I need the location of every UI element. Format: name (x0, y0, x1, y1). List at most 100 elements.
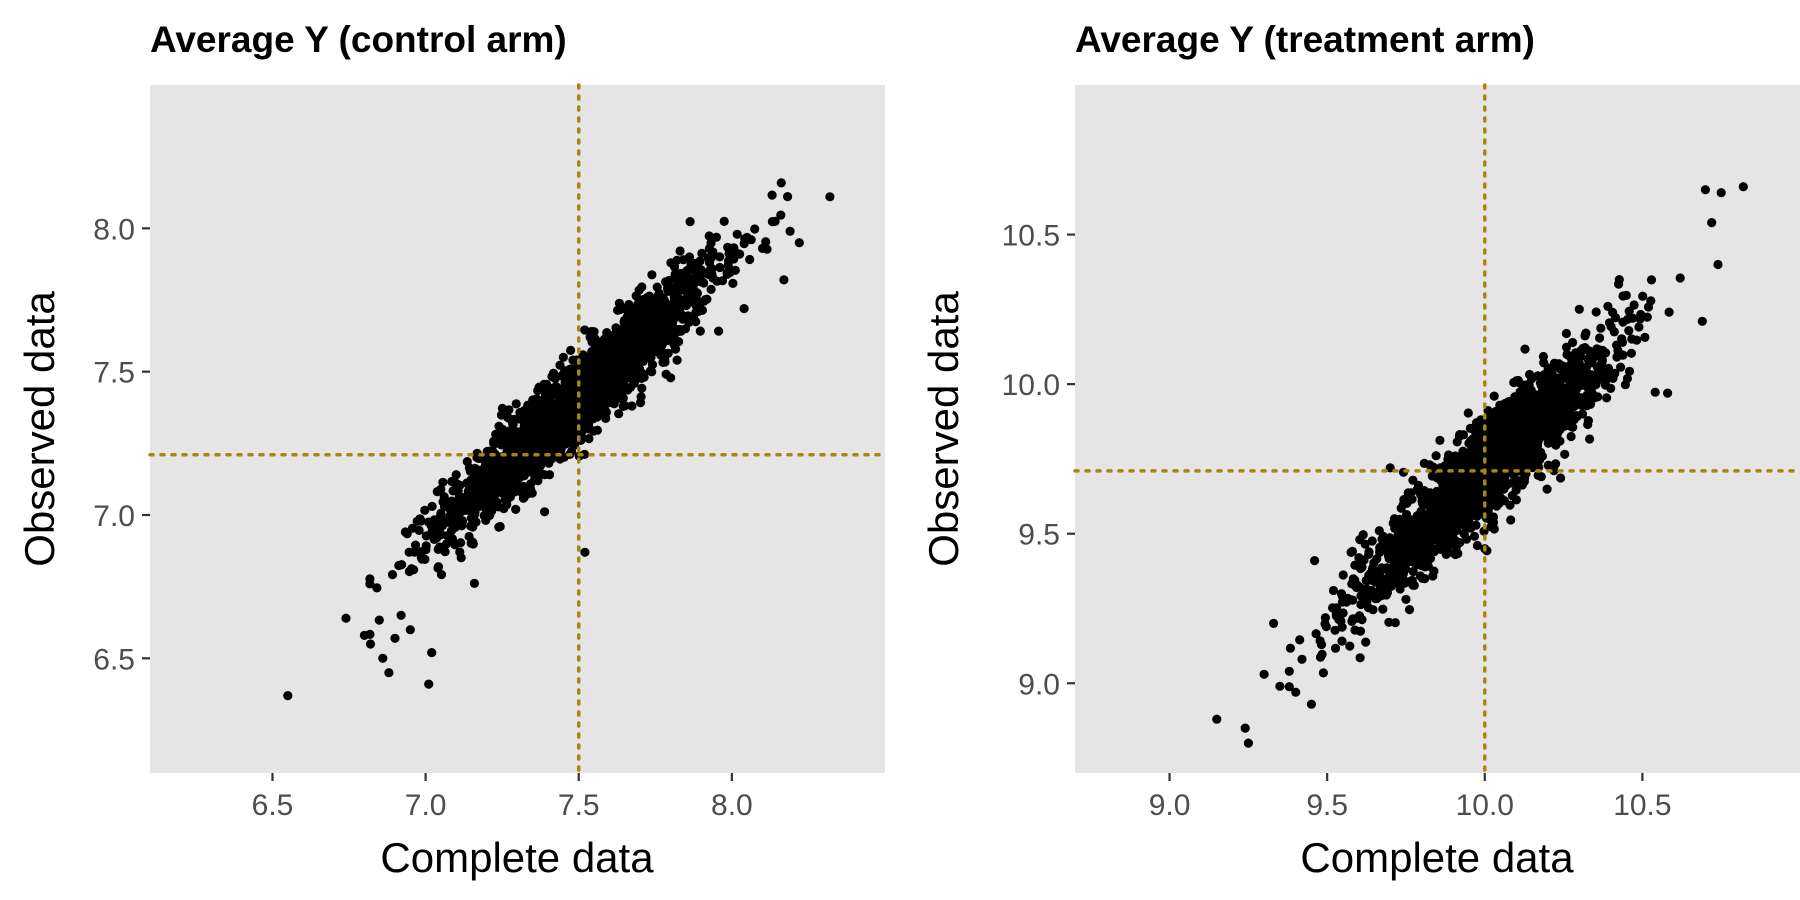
treatment-data-point (1629, 300, 1639, 310)
treatment-data-point (1455, 430, 1465, 440)
treatment-data-point (1400, 525, 1410, 536)
treatment-data-point (1606, 383, 1616, 393)
treatment-data-point (1311, 629, 1321, 639)
treatment-data-point (1614, 275, 1624, 285)
control-data-point (627, 346, 637, 356)
treatment-data-point (1597, 357, 1607, 367)
treatment-data-point (1603, 363, 1614, 373)
treatment-data-point (1566, 421, 1576, 431)
control-data-point (592, 347, 602, 357)
treatment-data-point (1638, 291, 1648, 301)
treatment-data-point (1551, 402, 1561, 412)
treatment-data-point (1369, 558, 1379, 568)
control-data-point (409, 547, 419, 557)
treatment-data-point (1337, 622, 1347, 632)
treatment-data-point (1291, 687, 1301, 697)
treatment-data-point (1611, 313, 1621, 323)
treatment-axes: 9.0 9.5 10.0 10.5 9.0 9.5 10.0 10.5 (1002, 220, 1672, 822)
treatment-data-point (1675, 273, 1685, 283)
treatment-data-point (1541, 398, 1551, 409)
treatment-data-point (1578, 394, 1588, 404)
control-data-point (424, 679, 434, 689)
control-data-point (548, 368, 559, 378)
treatment-data-point (1370, 594, 1381, 604)
control-data-point (544, 399, 554, 409)
control-data-point (486, 490, 496, 500)
treatment-data-point (1409, 557, 1419, 568)
treatment-data-point (1359, 593, 1369, 603)
treatment-data-point (1664, 307, 1674, 317)
control-data-point (670, 328, 681, 338)
treatment-data-point (1345, 641, 1355, 651)
control-data-point (451, 470, 461, 480)
control-data-point (499, 428, 509, 438)
control-data-point (553, 432, 563, 443)
control-data-point (587, 326, 597, 337)
treatment-data-point (1663, 388, 1673, 398)
treatment-data-point (1489, 391, 1499, 401)
treatment-data-point (1627, 334, 1637, 344)
control-data-point (374, 615, 384, 625)
treatment-data-point (1575, 352, 1585, 362)
control-data-point (487, 506, 497, 516)
control-data-point (614, 330, 625, 340)
control-data-point (634, 299, 645, 309)
control-data-point (580, 325, 590, 335)
treatment-data-point (1318, 668, 1328, 678)
treatment-data-point (1443, 454, 1453, 464)
control-data-point (466, 538, 476, 548)
control-data-point (685, 217, 695, 227)
treatment-data-point (1538, 371, 1548, 381)
treatment-data-point (1315, 636, 1325, 646)
control-data-point (557, 371, 567, 381)
control-data-point (637, 383, 647, 393)
treatment-data-point (1566, 402, 1576, 412)
treatment-data-point (1275, 681, 1285, 691)
treatment-data-point (1448, 514, 1458, 524)
treatment-data-point (1566, 413, 1576, 423)
treatment-data-point (1617, 334, 1627, 344)
treatment-data-point (1540, 418, 1550, 428)
treatment-data-point (1544, 409, 1554, 419)
treatment-data-point (1523, 390, 1534, 400)
control-data-point (719, 216, 729, 226)
treatment-data-point (1556, 473, 1566, 483)
treatment-data-point (1347, 616, 1357, 627)
control-data-point (595, 372, 606, 382)
control-data-point (511, 504, 521, 514)
treatment-data-point (1581, 328, 1591, 338)
control-data-point (656, 327, 666, 337)
treatment-data-point (1531, 390, 1542, 400)
treatment-data-point (1538, 351, 1548, 362)
control-data-point (647, 360, 658, 370)
control-data-point (545, 390, 555, 400)
control-plot-title: Average Y (control arm) (150, 19, 567, 60)
treatment-data-point (1409, 522, 1419, 532)
treatment-data-point (1738, 182, 1748, 192)
treatment-data-point (1358, 530, 1368, 540)
control-data-point (569, 435, 579, 445)
treatment-data-point (1377, 534, 1387, 545)
treatment-data-point (1419, 458, 1429, 468)
treatment-data-point (1450, 549, 1460, 560)
control-data-point (511, 399, 521, 409)
control-data-point (629, 378, 639, 388)
treatment-data-point (1577, 409, 1588, 419)
treatment-data-point (1511, 485, 1521, 495)
control-data-point (482, 459, 493, 469)
control-data-point (494, 522, 504, 532)
control-data-point (427, 527, 437, 537)
treatment-data-point (1496, 494, 1506, 504)
control-data-point (711, 232, 722, 242)
treatment-data-point (1583, 416, 1593, 426)
control-data-point (531, 394, 541, 404)
treatment-data-point (1408, 475, 1418, 485)
treatment-plot-title: Average Y (treatment arm) (1075, 19, 1535, 60)
control-y-tick-label: 6.5 (93, 643, 135, 676)
control-data-point (697, 305, 708, 315)
treatment-y-tick-label: 9.0 (1018, 668, 1060, 701)
control-data-point (544, 458, 554, 468)
control-data-point (378, 653, 388, 663)
control-data-point (642, 340, 653, 350)
